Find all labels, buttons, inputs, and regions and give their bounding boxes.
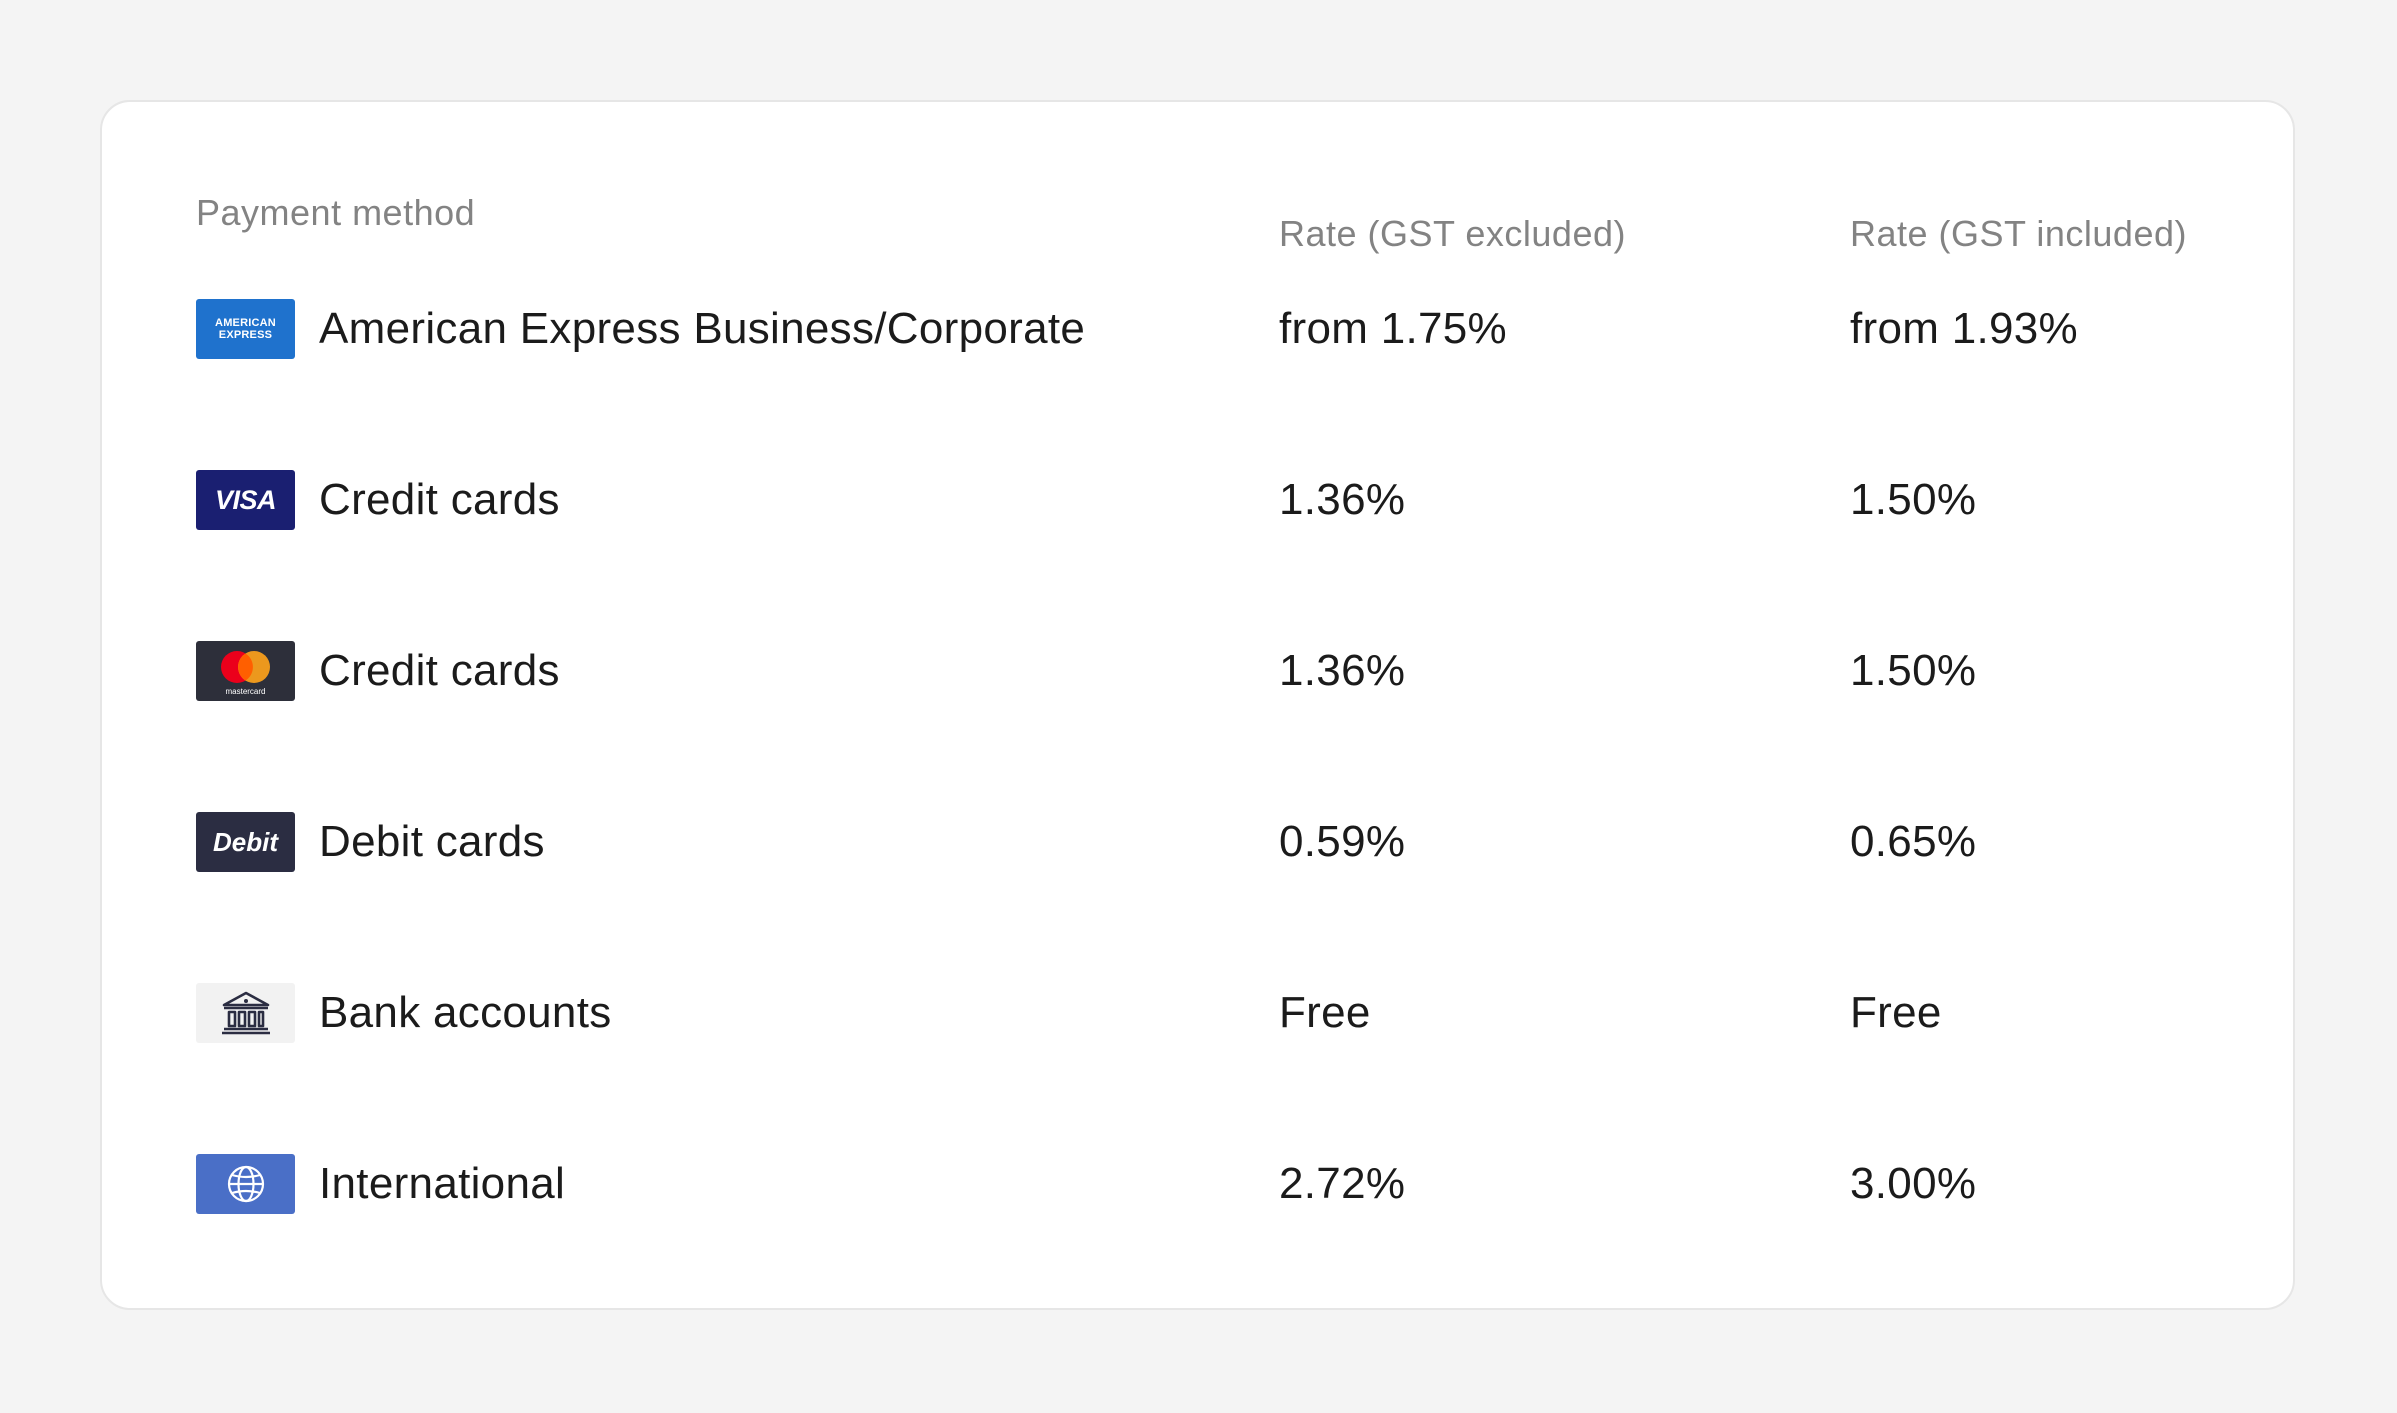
bank-icon bbox=[196, 983, 295, 1043]
mastercard-logo-icon: mastercard bbox=[196, 641, 295, 701]
rate-gst-excluded: 2.72% bbox=[1279, 1159, 1406, 1208]
rate-gst-excluded: from 1.75% bbox=[1279, 304, 1507, 353]
payment-method-label: Bank accounts bbox=[319, 988, 612, 1037]
payment-method-label: Debit cards bbox=[319, 817, 545, 866]
payment-method-label: Credit cards bbox=[319, 475, 560, 524]
rate-gst-excluded: Free bbox=[1279, 988, 1371, 1037]
rate-gst-included: 1.50% bbox=[1850, 475, 1977, 524]
visa-logo-icon: VISA bbox=[196, 470, 295, 530]
rate-gst-included: 3.00% bbox=[1850, 1159, 1977, 1208]
mastercard-logo-text: mastercard bbox=[225, 687, 265, 696]
amex-logo-line-2: EXPRESS bbox=[218, 329, 273, 341]
table-row: mastercard Credit cards 1.36% 1.50% bbox=[102, 641, 2293, 701]
header-rate-gst-excluded: Rate (GST excluded) bbox=[1279, 213, 1626, 254]
rate-gst-included: Free bbox=[1850, 988, 1942, 1037]
american-express-logo-icon: AMERICAN EXPRESS bbox=[196, 299, 295, 359]
table-row: Bank accounts Free Free bbox=[102, 983, 2293, 1043]
payment-method-label: International bbox=[319, 1159, 566, 1208]
debit-logo-text: Debit bbox=[213, 826, 278, 857]
rate-gst-included: 1.50% bbox=[1850, 646, 1977, 695]
table-row: AMERICAN EXPRESS American Express Busine… bbox=[102, 299, 2293, 359]
payment-method-label: American Express Business/Corporate bbox=[319, 304, 1086, 353]
mastercard-circles: mastercard bbox=[221, 651, 270, 696]
visa-logo-text: VISA bbox=[214, 484, 277, 515]
table-row: VISA Credit cards 1.36% 1.50% bbox=[102, 470, 2293, 530]
table-row: Debit Debit cards 0.59% 0.65% bbox=[102, 812, 2293, 872]
payment-method-label: Credit cards bbox=[319, 646, 560, 695]
rate-gst-included: 0.65% bbox=[1850, 817, 1977, 866]
pricing-card: Payment method Rate (GST excluded) Rate … bbox=[100, 100, 2295, 1310]
rate-gst-excluded: 1.36% bbox=[1279, 646, 1406, 695]
rate-gst-included: from 1.93% bbox=[1850, 304, 2078, 353]
globe-icon bbox=[196, 1154, 295, 1214]
globe-glyph bbox=[227, 1165, 264, 1203]
rate-gst-excluded: 1.36% bbox=[1279, 475, 1406, 524]
header-rate-gst-included: Rate (GST included) bbox=[1850, 213, 2187, 254]
rate-gst-excluded: 0.59% bbox=[1279, 817, 1406, 866]
debit-logo-icon: Debit bbox=[196, 812, 295, 872]
bank-building-glyph bbox=[221, 991, 270, 1035]
amex-logo-line-1: AMERICAN bbox=[215, 317, 276, 329]
table-row: International 2.72% 3.00% bbox=[102, 1154, 2293, 1214]
header-payment-method: Payment method bbox=[196, 192, 476, 233]
